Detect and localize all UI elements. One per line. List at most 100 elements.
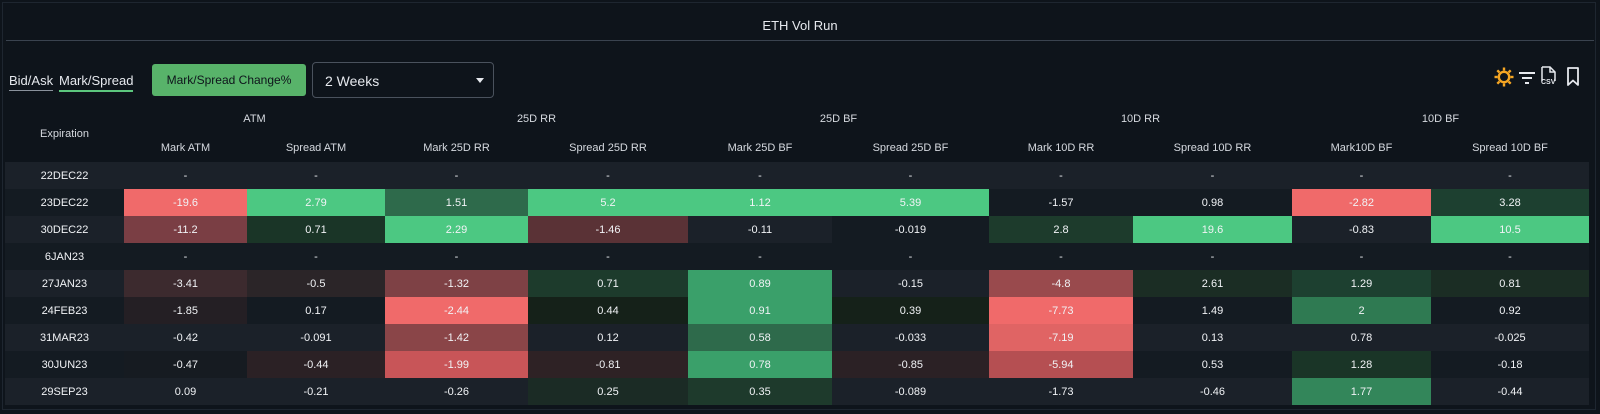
table-cell: - xyxy=(528,162,688,189)
table-cell: -0.85 xyxy=(832,351,989,378)
table-cell: -0.26 xyxy=(385,378,528,405)
table-cell: - xyxy=(247,162,385,189)
table-cell: -4.8 xyxy=(989,270,1133,297)
table-cell: 1.29 xyxy=(1292,270,1431,297)
bid-ask-toggle[interactable]: Bid/Ask xyxy=(9,73,54,91)
group-header-25d-bf: 25D BF xyxy=(819,113,858,125)
table-cell: 2.29 xyxy=(385,216,528,243)
expiration-label: 22DEC22 xyxy=(5,162,124,189)
csv-label: CSV xyxy=(1541,79,1556,86)
table-cell: -1.42 xyxy=(385,324,528,351)
table-cell: -0.21 xyxy=(247,378,385,405)
panel-title: ETH Vol Run xyxy=(762,18,838,33)
title-divider xyxy=(6,40,1594,41)
gear-icon[interactable] xyxy=(1493,66,1515,88)
table-cell: -0.089 xyxy=(832,378,989,405)
table-cell: - xyxy=(1133,243,1292,270)
table-cell: -2.44 xyxy=(385,297,528,324)
mark-spread-toggle[interactable]: Mark/Spread xyxy=(59,73,134,92)
expiration-label: 30JUN23 xyxy=(5,351,124,378)
table-cell: 5.2 xyxy=(528,189,688,216)
table-cell: 2.8 xyxy=(989,216,1133,243)
table-cell: -7.19 xyxy=(989,324,1133,351)
column-header[interactable]: Mark ATM xyxy=(160,142,211,154)
table-cell: 0.91 xyxy=(688,297,832,324)
table-cell: -1.57 xyxy=(989,189,1133,216)
table-cell: -0.81 xyxy=(528,351,688,378)
table-cell: -0.15 xyxy=(832,270,989,297)
table-cell: 1.12 xyxy=(688,189,832,216)
table-cell: - xyxy=(528,243,688,270)
table-cell: 2.79 xyxy=(247,189,385,216)
group-header-25d-rr: 25D RR xyxy=(516,113,557,125)
expiration-label: 30DEC22 xyxy=(5,216,124,243)
table-cell: -0.033 xyxy=(832,324,989,351)
table-cell: -0.025 xyxy=(1431,324,1589,351)
table-cell: -1.99 xyxy=(385,351,528,378)
filter-icon[interactable] xyxy=(1518,66,1536,88)
table-cell: 0.44 xyxy=(528,297,688,324)
table-cell: -0.11 xyxy=(688,216,832,243)
table-cell: 1.49 xyxy=(1133,297,1292,324)
table-cell: - xyxy=(989,243,1133,270)
table-cell: -0.46 xyxy=(1133,378,1292,405)
table-cell: -0.44 xyxy=(1431,378,1589,405)
column-header[interactable]: Spread 25D BF xyxy=(872,142,949,154)
column-header[interactable]: Mark 25D RR xyxy=(423,142,490,154)
table-cell: -3.41 xyxy=(124,270,247,297)
table-cell: -1.73 xyxy=(989,378,1133,405)
column-header[interactable]: Spread ATM xyxy=(285,142,347,154)
table-cell: - xyxy=(124,243,247,270)
table-cell: -19.6 xyxy=(124,189,247,216)
expiration-header: Expiration xyxy=(40,128,89,140)
table-cell: -0.019 xyxy=(832,216,989,243)
table-cell: - xyxy=(832,162,989,189)
table-cell: 0.58 xyxy=(688,324,832,351)
table-cell: 0.39 xyxy=(832,297,989,324)
period-select-value: 2 Weeks xyxy=(325,73,380,89)
table-cell: - xyxy=(1431,243,1589,270)
table-cell: -0.5 xyxy=(247,270,385,297)
column-header[interactable]: Spread 25D RR xyxy=(569,142,647,154)
table-cell: -2.82 xyxy=(1292,189,1431,216)
table-cell: -1.85 xyxy=(124,297,247,324)
mark-spread-label: Mark/Spread xyxy=(59,73,134,88)
table-cell: -7.73 xyxy=(989,297,1133,324)
table-cell: - xyxy=(1292,162,1431,189)
table-cell: 0.78 xyxy=(1292,324,1431,351)
table-cell: - xyxy=(832,243,989,270)
table-cell: - xyxy=(989,162,1133,189)
table-cell: 19.6 xyxy=(1133,216,1292,243)
table-cell: -0.47 xyxy=(124,351,247,378)
table-cell: -0.42 xyxy=(124,324,247,351)
period-select[interactable]: 2 Weeks xyxy=(312,62,494,98)
expiration-label: 29SEP23 xyxy=(5,378,124,405)
table-cell: -1.46 xyxy=(528,216,688,243)
table-cell: - xyxy=(385,243,528,270)
table-cell: 1.28 xyxy=(1292,351,1431,378)
table-cell: 0.89 xyxy=(688,270,832,297)
expiration-label: 31MAR23 xyxy=(5,324,124,351)
table-cell: - xyxy=(688,243,832,270)
bid-ask-underline xyxy=(9,90,54,91)
table-cell: -1.32 xyxy=(385,270,528,297)
table-cell: - xyxy=(124,162,247,189)
column-header[interactable]: Mark10D BF xyxy=(1330,142,1393,154)
column-header[interactable]: Mark 25D BF xyxy=(727,142,793,154)
table-cell: 0.71 xyxy=(247,216,385,243)
chevron-down-icon xyxy=(476,78,484,83)
column-header[interactable]: Spread 10D BF xyxy=(1472,142,1548,154)
column-header[interactable]: Spread 10D RR xyxy=(1173,142,1252,154)
column-header[interactable]: Mark 10D RR xyxy=(1027,142,1095,154)
table-cell: 5.39 xyxy=(832,189,989,216)
table-cell: 10.5 xyxy=(1431,216,1589,243)
toolbar-icons: CSV xyxy=(1493,66,1583,88)
mark-spread-change-button[interactable]: Mark/Spread Change% xyxy=(152,64,306,96)
bookmark-icon[interactable] xyxy=(1565,66,1581,88)
group-header-10d-rr: 10D RR xyxy=(1120,113,1161,125)
expiration-label: 27JAN23 xyxy=(5,270,124,297)
csv-export-icon[interactable]: CSV xyxy=(1539,66,1559,88)
table-cell: - xyxy=(247,243,385,270)
table-cell: - xyxy=(688,162,832,189)
table-cell: 0.81 xyxy=(1431,270,1589,297)
